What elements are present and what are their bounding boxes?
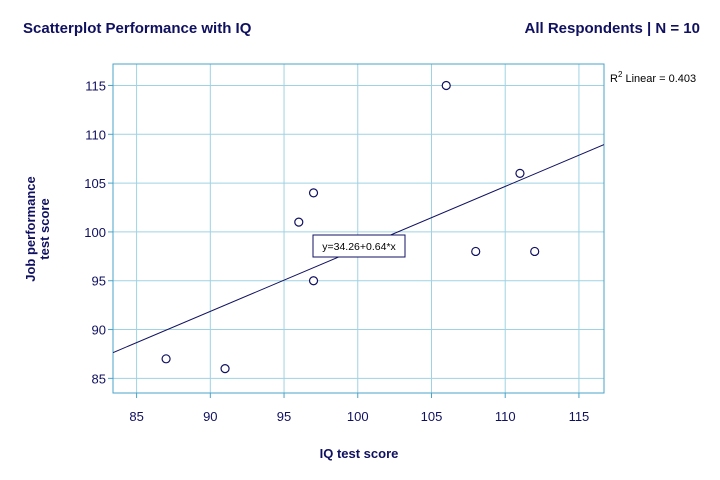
x-tick-label: 100: [347, 409, 369, 424]
data-points: [161, 80, 540, 374]
y-tick-label: 110: [85, 127, 106, 142]
r2-label-text: Linear = 0.403: [622, 73, 696, 85]
equation-box: y=34.26+0.64*x: [312, 234, 406, 258]
y-tick-label: 95: [92, 274, 106, 289]
data-point: [308, 276, 319, 286]
r2-label-superscript: 2: [618, 70, 623, 79]
data-point: [220, 363, 230, 374]
data-point: [515, 168, 525, 178]
y-tick-label: 105: [84, 176, 106, 191]
data-point: [161, 354, 171, 364]
x-tick-label: 105: [421, 409, 443, 424]
x-tick-label: 115: [569, 409, 590, 424]
data-point: [294, 217, 304, 227]
chart-title: Scatterplot Performance with IQ: [23, 20, 252, 37]
x-tick-label: 90: [203, 409, 217, 424]
y-axis-label-line-2: test score: [37, 198, 52, 259]
gridlines: [113, 64, 604, 393]
equation-label: y=34.26+0.64*x: [322, 241, 396, 253]
y-tick-label: 90: [92, 323, 106, 338]
y-axis-label-line-1: Job performance: [23, 176, 38, 281]
data-point: [530, 246, 540, 257]
x-tick-label: 110: [495, 409, 516, 424]
chart-subtitle: All Respondents | N = 10: [524, 20, 701, 37]
r2-label-prefix: R: [610, 73, 618, 85]
y-axis-label: Job performance test score: [23, 176, 52, 281]
y-tick-label: 85: [92, 371, 106, 386]
data-point: [441, 80, 451, 91]
plot-area: [113, 64, 604, 393]
y-axis-ticks: 85 90 95 100 105 110 115: [84, 78, 113, 386]
data-point: [308, 188, 319, 198]
y-tick-label: 100: [84, 225, 106, 240]
r2-label: R2 Linear = 0.403: [610, 70, 696, 85]
equation-box-frame: [312, 234, 406, 258]
x-axis-label: IQ test score: [320, 446, 399, 461]
x-tick-label: 85: [129, 409, 143, 424]
data-point: [471, 246, 481, 257]
x-axis-ticks: 85 90 95 100 105 110 115: [129, 393, 589, 424]
x-tick-label: 95: [277, 409, 291, 424]
plot-frame: [112, 63, 605, 394]
y-tick-label: 115: [85, 78, 106, 93]
